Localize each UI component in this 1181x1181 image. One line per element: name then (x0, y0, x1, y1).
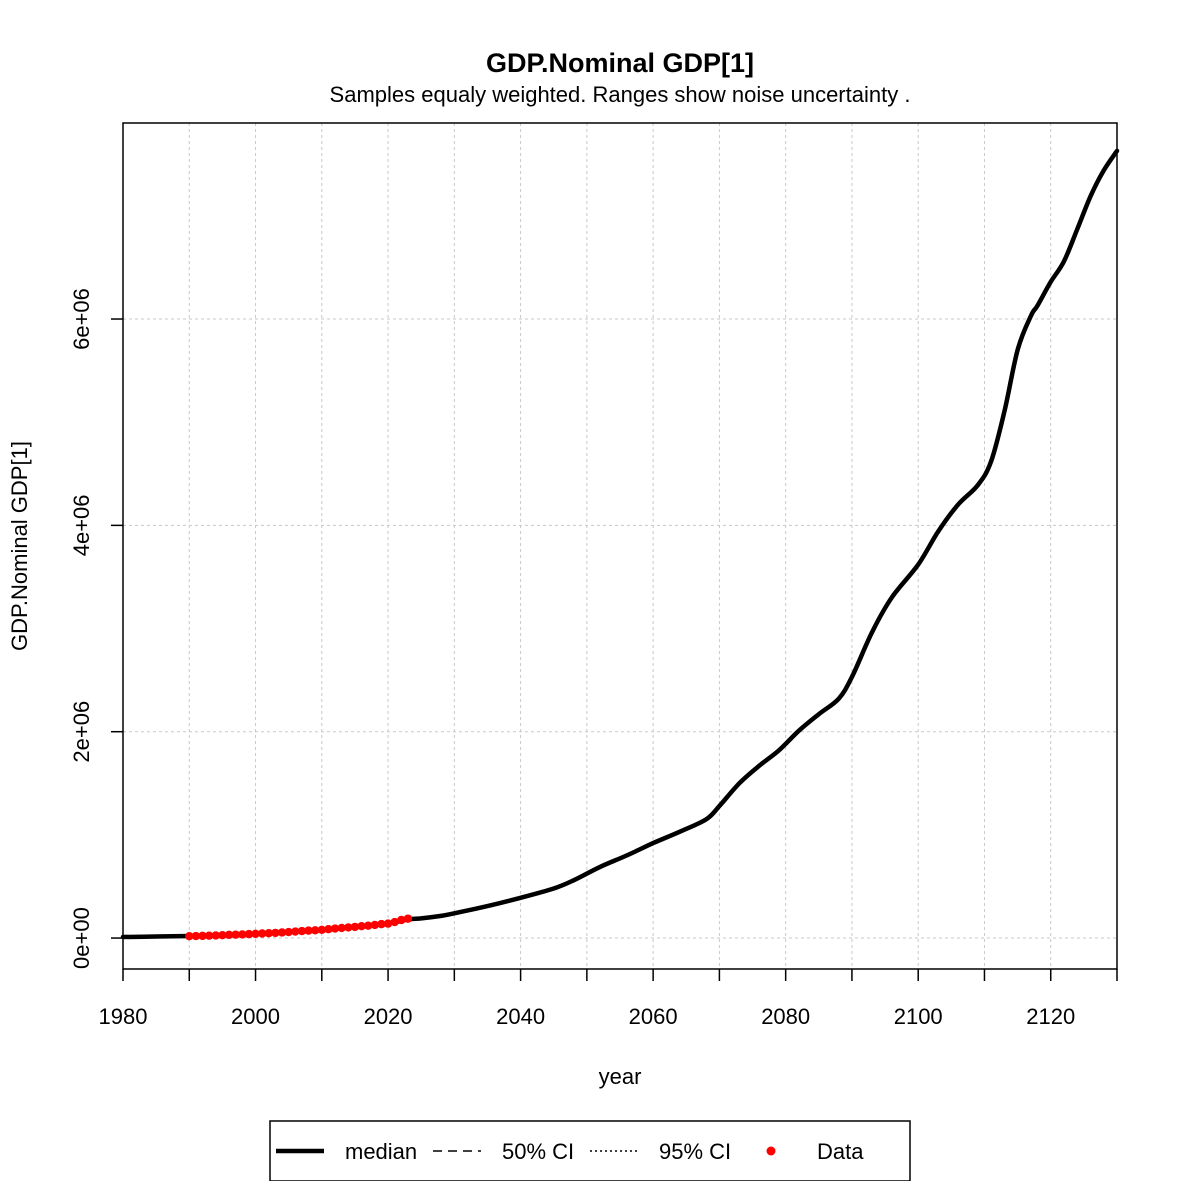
data-point (317, 925, 326, 934)
x-tick-label: 2020 (364, 1004, 413, 1029)
data-point (244, 929, 254, 939)
legend-95ci-label: 95% CI (659, 1139, 731, 1164)
series-line-median (120, 148, 1120, 940)
data-point (383, 919, 393, 928)
y-axis: 0e+00 2e+06 4e+06 6e+06 (69, 288, 123, 969)
y-tick-label: 2e+06 (69, 701, 94, 763)
data-point (191, 931, 201, 941)
chart-subtitle: Samples equaly weighted. Ranges show noi… (330, 82, 911, 107)
data-point (271, 928, 280, 938)
data-point (403, 914, 413, 923)
x-tick-label: 2000 (231, 1004, 280, 1029)
data-point (344, 923, 353, 932)
data-point (251, 929, 260, 939)
median-series (120, 148, 1120, 940)
data-point (185, 931, 194, 941)
data-point (277, 928, 287, 937)
x-tick-label: 2120 (1026, 1004, 1075, 1029)
data-point (297, 926, 307, 936)
plot-frame (122, 122, 1118, 970)
y-tick-label: 6e+06 (69, 288, 94, 350)
legend: median 50% CI 95% CI Data (269, 1120, 911, 1181)
y-tick-label: 0e+00 (69, 907, 94, 969)
data-point (304, 926, 313, 935)
data-point (337, 923, 346, 933)
x-tick-label: 1980 (99, 1004, 148, 1029)
data-point (291, 927, 300, 936)
data-point (198, 931, 207, 941)
data-point (310, 926, 320, 935)
x-axis-label: year (599, 1064, 642, 1089)
x-tick-label: 2100 (894, 1004, 943, 1029)
data-point (357, 921, 366, 931)
data-point (257, 929, 267, 938)
x-tick-label: 2080 (761, 1004, 810, 1029)
data-points (185, 914, 413, 941)
data-point (397, 915, 406, 925)
legend-median-label: median (345, 1139, 417, 1164)
data-point (363, 921, 373, 930)
data-point (224, 930, 234, 940)
data-point (377, 919, 386, 929)
data-point (330, 924, 340, 933)
legend-50ci-label: 50% CI (502, 1139, 574, 1164)
legend-data-label: Data (817, 1139, 864, 1164)
data-point (390, 917, 399, 927)
data-point (324, 924, 333, 934)
x-tick-label: 2060 (629, 1004, 678, 1029)
chart-title: GDP.Nominal GDP[1] (486, 48, 754, 78)
data-point (284, 927, 293, 937)
data-point (211, 931, 220, 940)
x-tick-label: 2040 (496, 1004, 545, 1029)
legend-data-swatch (766, 1146, 776, 1156)
data-point (231, 930, 240, 939)
x-axis: 1980 2000 2020 2040 2060 2080 2100 2120 (99, 969, 1118, 1029)
data-point (204, 931, 214, 940)
grid-lines (122, 123, 1118, 969)
data-point (238, 930, 247, 939)
data-point (264, 928, 273, 938)
y-axis-label: GDP.Nominal GDP[1] (7, 441, 32, 651)
data-point (218, 930, 227, 940)
y-tick-label: 4e+06 (69, 494, 94, 556)
data-point (350, 922, 360, 932)
data-point (370, 920, 380, 930)
